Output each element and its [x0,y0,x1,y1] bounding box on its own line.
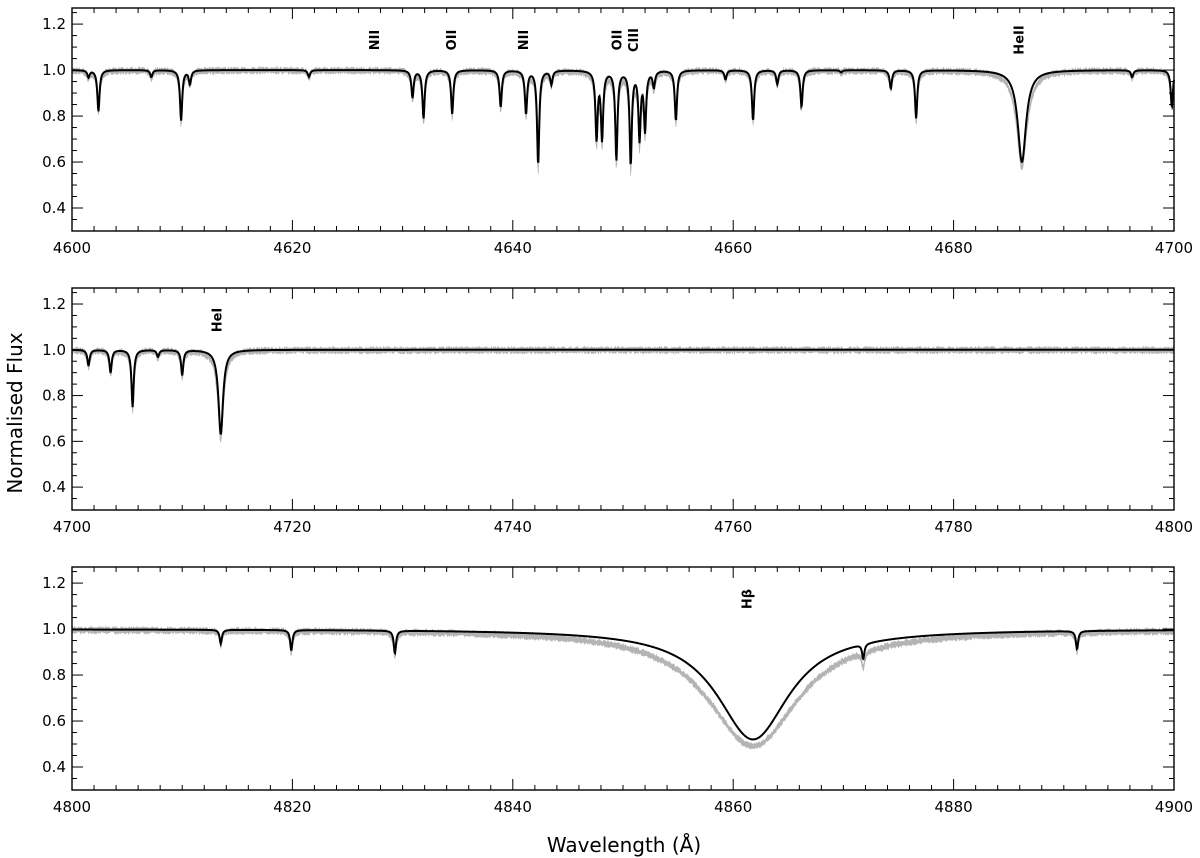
model-spectrum-3 [71,628,1175,741]
y-tick-label: 0.4 [42,199,66,217]
y-tick-label: 1.0 [42,620,66,638]
spectral-line-label: NII [517,30,532,51]
x-tick-label: 4700 [53,518,91,536]
x-tick-label: 4740 [494,518,532,536]
x-tick-label: 4720 [273,518,311,536]
panels-layer: 4600 4620 4640 4660 4680 4700 0.4 0.6 0.8 1.0 1.2 N… [42,7,1193,816]
y-tick-label: 0.8 [42,387,66,405]
x-tick-label: 4760 [714,518,752,536]
y-tick-label: 1.2 [42,15,66,33]
y-tick-label: 1.0 [42,341,66,359]
observed-spectrum-2 [71,345,1175,443]
x-tick-label: 4780 [935,518,973,536]
x-tick-label: 4640 [494,239,532,257]
y-axis-title: Normalised Flux [3,332,27,493]
x-tick-label: 4820 [273,798,311,816]
x-tick-label: 4840 [494,798,532,816]
y-tick-label: 0.8 [42,666,66,684]
model-spectrum-2 [71,348,1174,435]
x-tick-label: 4800 [1155,518,1193,536]
y-tick-label: 1.0 [42,61,66,79]
x-tick-label: 4860 [714,798,752,816]
x-tick-label: 4680 [935,239,973,257]
x-axis-title: Wavelength (Å) [547,833,701,857]
y-tick-label: 1.2 [42,574,66,592]
model-spectrum-1 [71,69,1175,165]
y-tick-label: 0.4 [42,758,66,776]
x-tick-label: 4700 [1155,239,1193,257]
y-tick-label: 0.4 [42,478,66,496]
y-tick-label: 1.2 [42,295,66,313]
y-tick-label: 0.8 [42,107,66,125]
spectral-line-label: NII [368,30,383,51]
spectral-line-label: Hβ [741,589,756,609]
x-tick-label: 4900 [1155,798,1193,816]
spectral-line-label: HeI [210,308,225,333]
spectral-line-label: OII [610,30,625,51]
panel-frame-3 [71,566,1175,791]
panel-1: 4600 4620 4640 4660 4680 4700 0.4 0.6 0.8 1.0 1.2 N… [42,7,1193,257]
x-tick-label: 4620 [273,239,311,257]
y-tick-label: 0.6 [42,712,66,730]
panel-frame-2 [71,287,1175,511]
observed-spectrum-3 [71,625,1175,750]
y-tick-label: 0.6 [42,153,66,171]
x-tick-label: 4880 [935,798,973,816]
y-tick-label: 0.6 [42,432,66,450]
panel-2: 4700 4720 4740 4760 4780 4800 0.4 0.6 0.8 1.0 1.2 H… [42,287,1193,536]
x-tick-label: 4660 [714,239,752,257]
spectral-line-label: HeII [1013,25,1028,54]
spectral-line-label: OII [445,30,460,51]
spectral-line-label: CIII [627,28,642,52]
x-tick-label: 4800 [53,798,91,816]
panel-3: 4800 4820 4840 4860 4880 4900 0.4 0.6 0.8 1.0 1.2 H… [42,566,1193,816]
x-tick-label: 4600 [53,239,91,257]
